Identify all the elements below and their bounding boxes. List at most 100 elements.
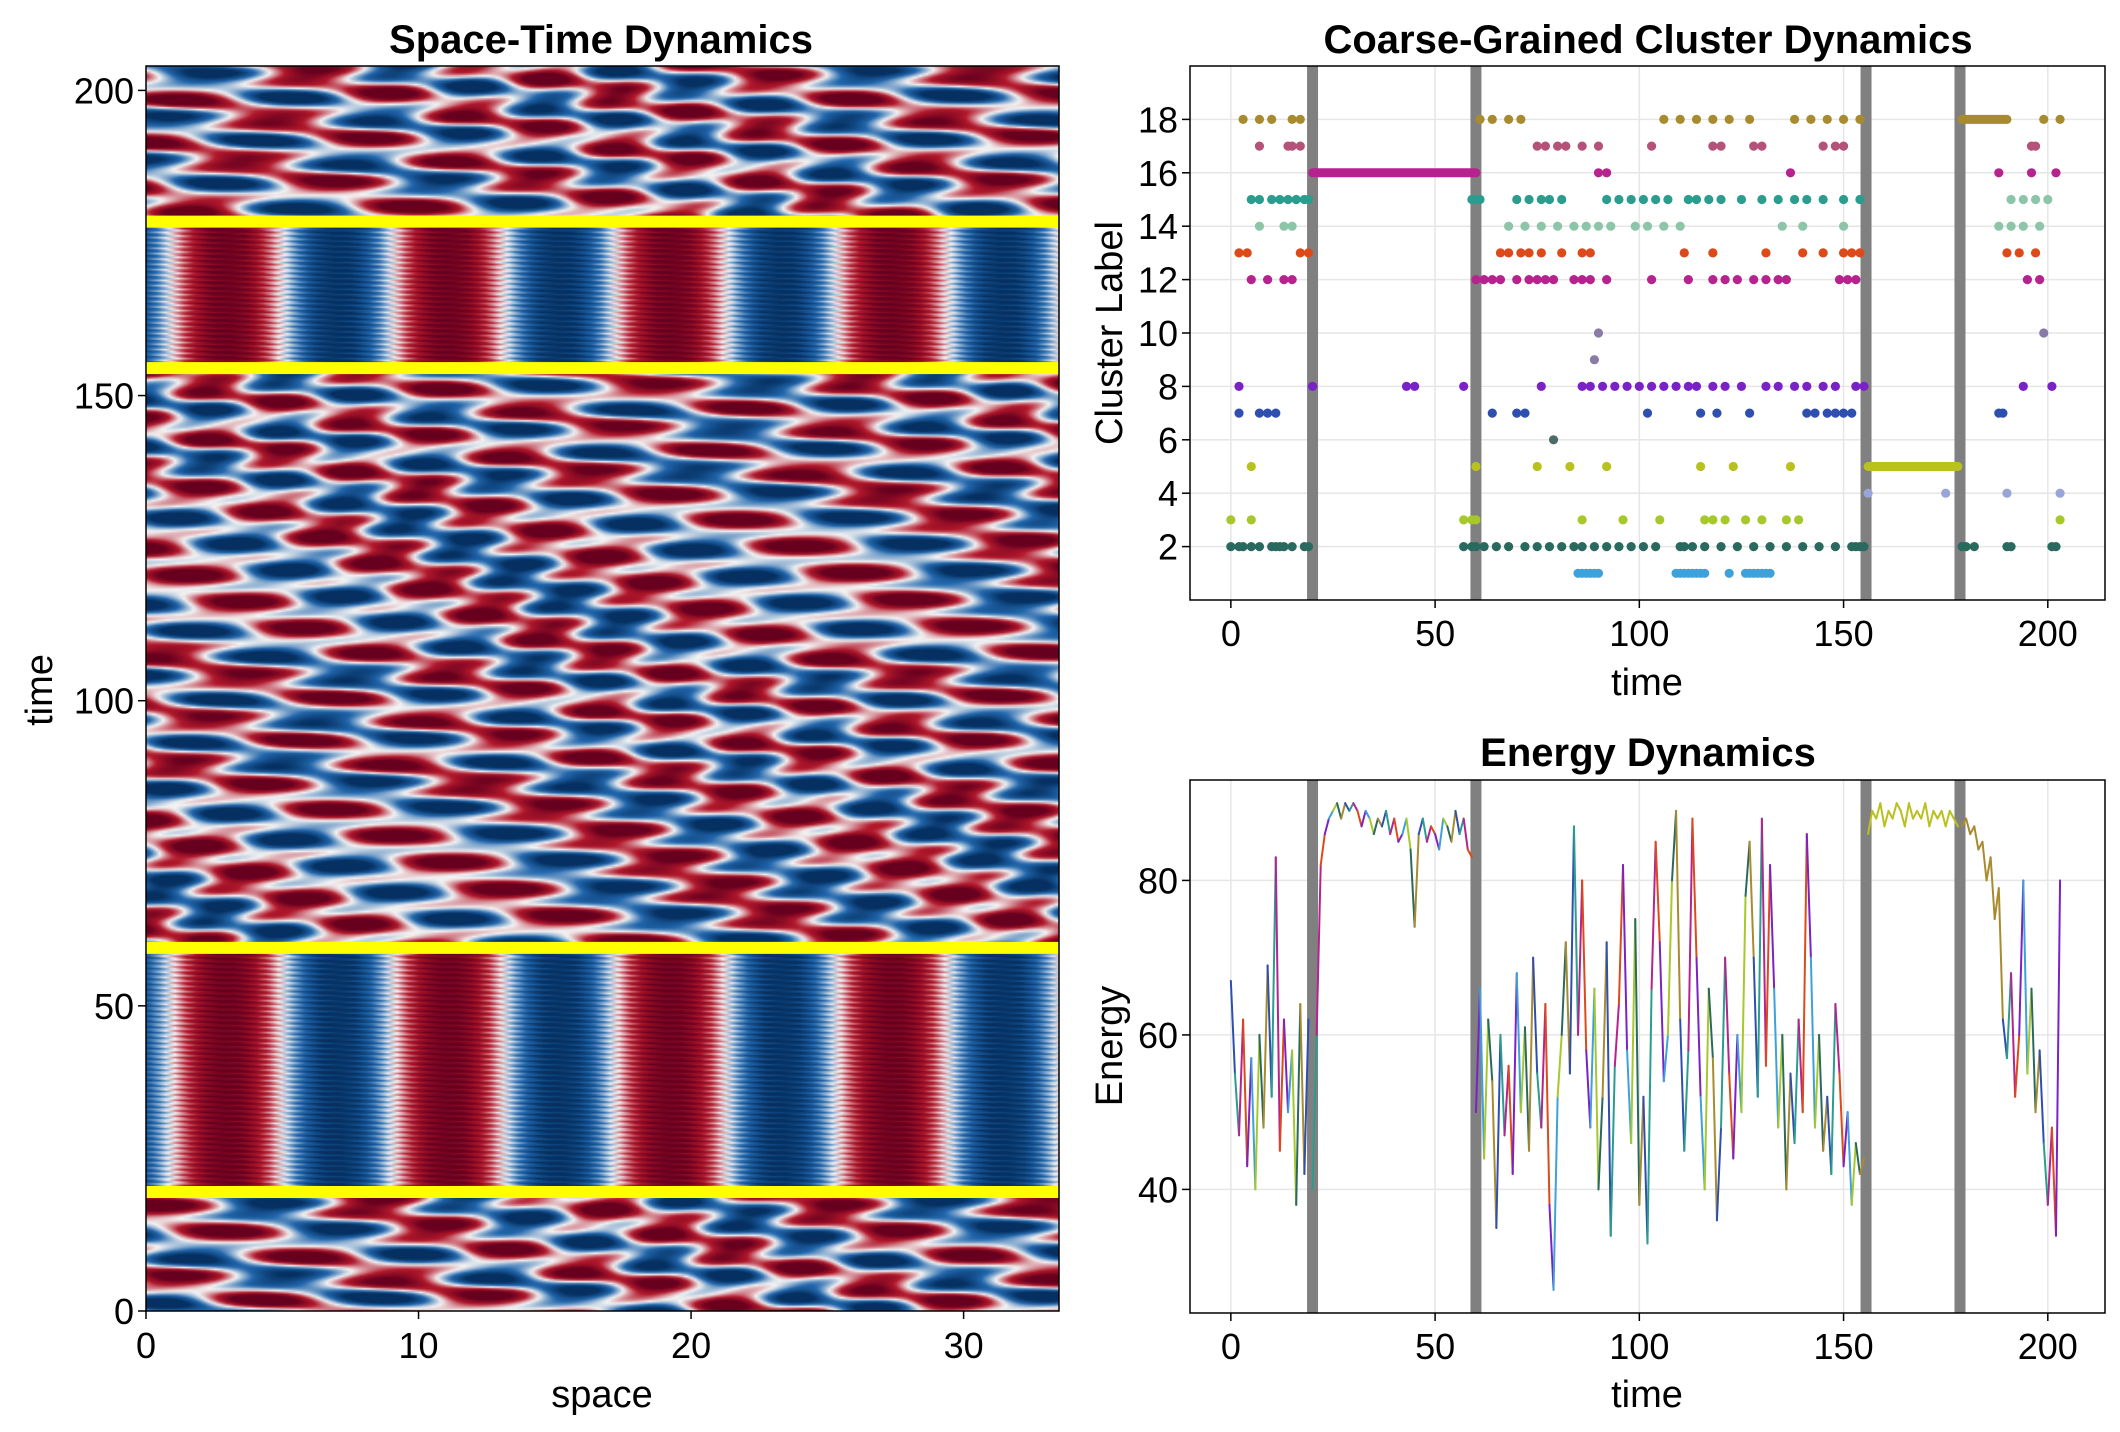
energy-line-segment xyxy=(1883,809,1890,828)
cluster-point-12 xyxy=(1720,275,1730,285)
cluster-point-12 xyxy=(1843,275,1853,285)
energy-line-segment xyxy=(1266,964,1273,1098)
cluster-point-13 xyxy=(1585,248,1595,258)
cluster-point-2 xyxy=(1602,542,1612,552)
energy-line-segment xyxy=(1560,941,1567,1036)
energy-line-segment xyxy=(1850,1142,1857,1206)
energy-line-segment xyxy=(1613,1003,1620,1067)
energy-line-segment xyxy=(1769,863,1776,990)
transition-band-2 xyxy=(1860,780,1872,1313)
cluster-point-2 xyxy=(1765,542,1775,552)
energy-line-segment xyxy=(1912,809,1919,820)
cluster-point-18 xyxy=(1287,114,1297,124)
x-tick-label: 50 xyxy=(1415,1326,1455,1367)
cluster-point-15 xyxy=(1704,194,1714,205)
cluster-point-12 xyxy=(1532,275,1542,285)
cluster-title: Coarse-Grained Cluster Dynamics xyxy=(1323,18,1972,62)
cluster-point-13 xyxy=(1818,248,1828,258)
cluster-point-7 xyxy=(1487,408,1497,418)
energy-segment-4 xyxy=(1867,802,1959,836)
energy-line-segment xyxy=(2042,1142,2049,1206)
cluster-point-13 xyxy=(1557,248,1567,258)
transition-band-1 xyxy=(1470,66,1482,600)
cluster-point-18 xyxy=(2055,114,2065,124)
cluster-point-8 xyxy=(1577,381,1587,391)
cluster-point-14 xyxy=(1659,221,1669,231)
energy-line-segment xyxy=(1495,1033,1502,1230)
cluster-point-7 xyxy=(1234,408,1244,418)
y-tick-label: 2 xyxy=(1158,527,1178,568)
cluster-point-15 xyxy=(1651,194,1661,205)
cluster-point-18 xyxy=(1745,114,1755,124)
cluster-point-14 xyxy=(1287,221,1297,231)
cluster-point-12 xyxy=(1495,275,1506,285)
energy-y-ticks: 40 60 80 xyxy=(1138,860,1190,1210)
cluster-point-2 xyxy=(1626,542,1636,552)
energy-line-segment xyxy=(1642,1095,1649,1245)
cluster-point-16 xyxy=(1602,168,1612,178)
cluster-point-18 xyxy=(1789,114,1800,124)
cluster-point-8 xyxy=(2018,381,2028,391)
cluster-point-13 xyxy=(1761,248,1771,258)
cluster-point-12 xyxy=(1585,275,1595,285)
energy-line-segment xyxy=(1834,1003,1841,1075)
cluster-point-8 xyxy=(1536,381,1546,391)
transition-band-0 xyxy=(1307,66,1319,600)
cluster-point-15 xyxy=(1544,194,1555,205)
cluster-point-12 xyxy=(1471,275,1481,285)
energy-line-segment xyxy=(1323,817,1330,836)
cluster-point-15 xyxy=(1524,194,1534,205)
energy-line-segment xyxy=(1503,1064,1510,1137)
cluster-point-8 xyxy=(1410,381,1420,391)
cluster-point-8 xyxy=(1610,381,1620,391)
x-tick-label: 200 xyxy=(2018,1326,2078,1367)
cluster-point-18 xyxy=(1516,114,1526,124)
cluster-point-12 xyxy=(1761,275,1771,285)
transition-band-3 xyxy=(1954,780,1966,1313)
cluster-point-3 xyxy=(1757,515,1767,525)
cluster-point-17 xyxy=(1532,141,1542,151)
cluster-point-14 xyxy=(1630,221,1640,231)
cluster-point-2 xyxy=(1687,542,1698,552)
energy-line-segment xyxy=(1523,1026,1531,1152)
cluster-ylabel: Cluster Label xyxy=(1089,221,1131,445)
highlight-line-0 xyxy=(146,1185,1059,1198)
energy-line-segment xyxy=(1846,1111,1853,1206)
energy-line-segment xyxy=(1438,817,1445,851)
cluster-point-14 xyxy=(2018,221,2028,231)
spacetime-frame xyxy=(145,65,1060,1312)
energy-line-segment xyxy=(1532,956,1539,1075)
energy-line-segment xyxy=(1703,987,1710,1191)
y-tick-label: 16 xyxy=(1138,153,1178,194)
cluster-point-12 xyxy=(1487,275,1497,285)
energy-line-segment xyxy=(1724,956,1731,1075)
x-tick-label: 150 xyxy=(1814,1326,1874,1367)
cluster-point-14 xyxy=(1777,221,1787,231)
cluster-point-8 xyxy=(1659,381,1669,391)
y-tick-label: 100 xyxy=(74,681,134,722)
cluster-point-16 xyxy=(1593,168,1604,178)
energy-line-segment xyxy=(2046,1126,2053,1206)
y-tick-label: 14 xyxy=(1138,206,1178,247)
cluster-point-2 xyxy=(1532,542,1542,552)
energy-line-segment xyxy=(1818,1033,1825,1152)
cluster-x-ticks: 0 50 100 150 200 xyxy=(1221,600,2078,654)
cluster-point-18 xyxy=(1487,114,1497,124)
energy-line-segment xyxy=(1397,833,1404,843)
cluster-point-7 xyxy=(1810,408,1820,418)
energy-line-segment xyxy=(1989,856,1996,921)
cluster-point-4 xyxy=(2055,488,2065,498)
energy-line-segment xyxy=(1417,817,1424,836)
cluster-point-15 xyxy=(1757,194,1767,205)
energy-line-segment xyxy=(1568,825,1575,1075)
cluster-point-16 xyxy=(1994,168,2004,178)
cluster-point-7 xyxy=(1822,408,1832,418)
cluster-point-12 xyxy=(1773,275,1783,285)
energy-line-segment xyxy=(1952,817,1959,828)
cluster-point-3 xyxy=(1720,515,1730,525)
energy-line-segment xyxy=(1907,802,1915,820)
cluster-point-2 xyxy=(1961,542,1971,552)
y-tick-label: 12 xyxy=(1138,260,1178,301)
y-tick-label: 40 xyxy=(1138,1169,1178,1210)
energy-line-segment xyxy=(1809,956,1816,1129)
